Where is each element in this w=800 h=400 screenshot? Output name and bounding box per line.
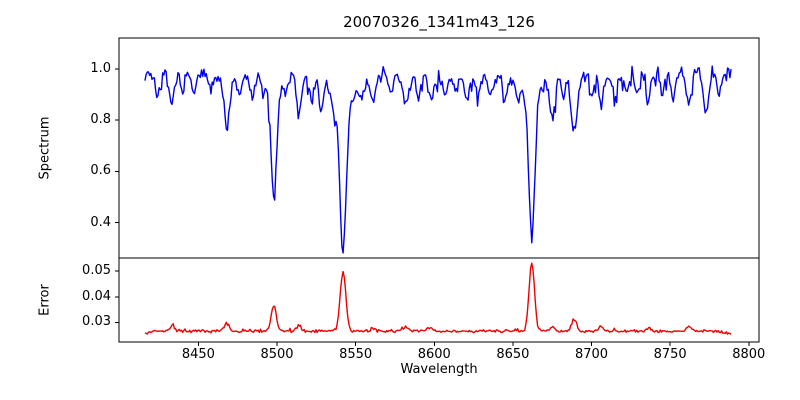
- chart-title: 20070326_1341m43_126: [343, 13, 535, 31]
- error-ytick-label: 0.04: [82, 288, 111, 304]
- spectrum-ytick-label: 0.8: [90, 112, 111, 128]
- spectrum-line: [144, 65, 732, 254]
- x-tick-label: 8550: [339, 347, 373, 362]
- error-line: [144, 262, 732, 335]
- tick-marks: [115, 68, 750, 346]
- error-ytick-label: 0.05: [82, 263, 111, 279]
- spectrum-ytick-label: 0.6: [90, 163, 111, 179]
- axes-spines: [118, 37, 760, 343]
- x-tick-label: 8500: [260, 347, 294, 362]
- x-tick-label: 8600: [417, 347, 451, 362]
- x-tick-label: 8450: [181, 347, 215, 362]
- error-ytick-label: 0.03: [82, 314, 111, 330]
- x-axis-label: Wavelength: [400, 362, 478, 377]
- x-tick-label: 8800: [732, 347, 766, 362]
- x-tick-label: 8650: [496, 347, 530, 362]
- x-tick-label: 8700: [574, 347, 609, 362]
- x-tick-label: 8750: [653, 347, 687, 362]
- spectrum-ytick-label: 1.0: [90, 60, 111, 76]
- spectrum-ytick-label: 0.4: [90, 214, 111, 230]
